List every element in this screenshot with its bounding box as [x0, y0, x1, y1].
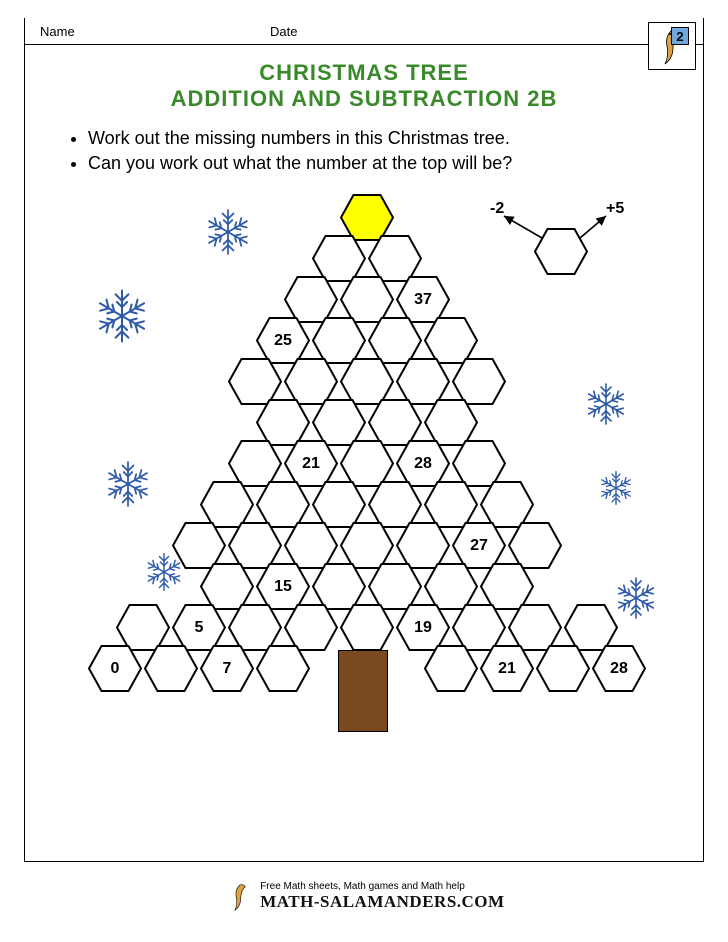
tree-hex-cell — [340, 604, 394, 651]
tree-hex-cell — [256, 645, 310, 692]
tree-hex-cell — [228, 358, 282, 405]
title-line-2: ADDITION AND SUBTRACTION 2B — [24, 86, 704, 112]
tree-hex-cell: 7 — [200, 645, 254, 692]
tree-hex-cell — [508, 522, 562, 569]
tree-hex-cell: 25 — [256, 317, 310, 364]
tree-hex-cell — [424, 399, 478, 446]
tree-hex-cell: 28 — [396, 440, 450, 487]
tree-hex-cell — [368, 399, 422, 446]
snowflake-icon — [584, 382, 628, 431]
tree-hex-cell — [480, 481, 534, 528]
tree-hex-cell — [424, 645, 478, 692]
instructions-list: Work out the missing numbers in this Chr… — [70, 128, 668, 178]
snowflake-icon — [614, 576, 658, 625]
hex-value: 37 — [414, 291, 432, 309]
tree-hex-cell — [200, 563, 254, 610]
tree-hex-cell — [116, 604, 170, 651]
tree-hex-cell — [452, 358, 506, 405]
hex-value: 27 — [470, 537, 488, 555]
legend-left-label: -2 — [490, 200, 504, 218]
tree-hex-cell — [340, 358, 394, 405]
tree-hex-cell: 0 — [88, 645, 142, 692]
tree-hex-cell — [396, 522, 450, 569]
tree-hex-cell — [144, 645, 198, 692]
tree-hex-cell — [312, 563, 366, 610]
footer-brand: MATH-SALAMANDERS.COM — [260, 892, 504, 911]
tree-hex-cell — [312, 317, 366, 364]
hex-value: 0 — [111, 660, 120, 678]
header-rule — [24, 44, 704, 45]
tree-hex-cell — [312, 481, 366, 528]
tree-hex-cell — [480, 563, 534, 610]
footer-tagline: Free Math sheets, Math games and Math he… — [260, 881, 465, 892]
title-block: CHRISTMAS TREE ADDITION AND SUBTRACTION … — [24, 60, 704, 112]
tree-hex-cell — [200, 481, 254, 528]
tree-hex-cell — [340, 440, 394, 487]
tree-hex-cell: 5 — [172, 604, 226, 651]
hex-value: 21 — [302, 455, 320, 473]
tree-hex-cell — [452, 440, 506, 487]
tree-hex-cell: 21 — [480, 645, 534, 692]
hex-value: 28 — [414, 455, 432, 473]
tree-hex-cell — [452, 604, 506, 651]
tree-hex-cell: 27 — [452, 522, 506, 569]
tree-hex-cell — [228, 522, 282, 569]
tree-hex-cell — [424, 481, 478, 528]
tree-hex-cell — [368, 317, 422, 364]
tree-hex-cell — [564, 604, 618, 651]
hex-value: 25 — [274, 332, 292, 350]
tree-hex-cell — [256, 481, 310, 528]
tree-hex-cell — [368, 481, 422, 528]
tree-hex-cell — [508, 604, 562, 651]
tree-hex-cell — [284, 522, 338, 569]
tree-hex-cell: 19 — [396, 604, 450, 651]
tree-hex-cell — [228, 440, 282, 487]
hex-value: 28 — [610, 660, 628, 678]
worksheet-canvas: 37 25 21 28 27 15 5 19 0 7 21 28 -2 +5 — [24, 180, 704, 852]
header-labels: Name Date — [40, 24, 688, 39]
snowflake-icon — [598, 470, 634, 511]
tree-hex-cell — [256, 399, 310, 446]
tree-hex-cell — [424, 317, 478, 364]
tree-hex-cell — [340, 522, 394, 569]
tree-hex-cell — [228, 604, 282, 651]
tree-hex-cell — [172, 522, 226, 569]
tree-hex-cell: 21 — [284, 440, 338, 487]
footer: Free Math sheets, Math games and Math he… — [0, 881, 728, 912]
hex-value: 15 — [274, 578, 292, 596]
legend-right-label: +5 — [606, 200, 624, 218]
hex-value: 19 — [414, 619, 432, 637]
tree-hex-cell: 15 — [256, 563, 310, 610]
tree-hex-cell — [396, 358, 450, 405]
grade-badge: 2 — [671, 27, 689, 45]
hex-value: 5 — [195, 619, 204, 637]
hex-value: 21 — [498, 660, 516, 678]
title-line-1: CHRISTMAS TREE — [24, 60, 704, 86]
tree-hex-cell — [312, 399, 366, 446]
instruction-item: Work out the missing numbers in this Chr… — [88, 128, 668, 149]
instruction-item: Can you work out what the number at the … — [88, 153, 668, 174]
tree-hex-cell — [536, 645, 590, 692]
legend-arrows — [24, 180, 704, 320]
snowflake-icon — [104, 460, 152, 513]
tree-trunk — [338, 650, 388, 732]
hex-value: 7 — [223, 660, 232, 678]
date-label: Date — [270, 24, 297, 39]
salamander-icon — [223, 882, 257, 912]
tree-hex-cell — [368, 563, 422, 610]
tree-hex-cell — [284, 604, 338, 651]
name-label: Name — [40, 24, 270, 39]
tree-hex-cell — [424, 563, 478, 610]
tree-hex-cell — [284, 358, 338, 405]
tree-hex-cell: 28 — [592, 645, 646, 692]
